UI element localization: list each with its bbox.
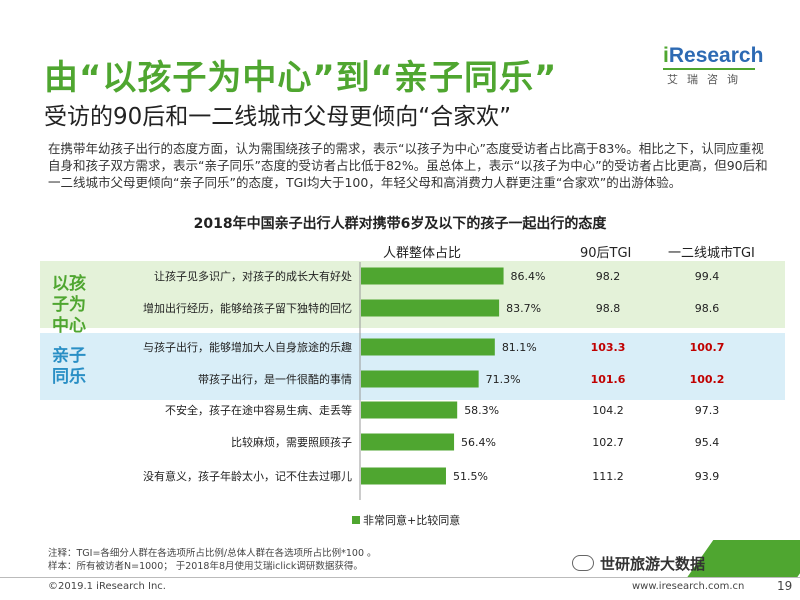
category-label: 没有意义，孩子年龄太小，记不住去过哪儿 — [143, 469, 352, 483]
bar — [361, 433, 455, 451]
bar-value-label: 56.4% — [461, 436, 496, 449]
footer-divider — [0, 577, 800, 578]
category-label: 比较麻烦，需要照顾孩子 — [231, 435, 352, 449]
logo-subtitle: 艾瑞咨询 — [667, 73, 747, 86]
iresearch-logo: iResearch 艾瑞咨询 — [663, 44, 764, 86]
column-header-overall: 人群整体占比 — [383, 246, 462, 261]
bar — [361, 467, 446, 485]
category-label: 让孩子见多识广，对孩子的成长大有好处 — [154, 269, 352, 283]
copyright: ©2019.1 iResearch Inc. — [48, 581, 166, 592]
bar — [361, 267, 504, 285]
chart-legend: 非常同意+比较同意 — [352, 512, 460, 528]
tgi-city-value: 93.9 — [695, 470, 720, 483]
bar-value-label: 83.7% — [506, 302, 541, 315]
tgi-90-value: 101.6 — [591, 373, 626, 386]
bar — [361, 338, 495, 356]
page-subtitle: 受访的90后和一二线城市父母更倾向“合家欢” — [44, 104, 512, 130]
page-title: 由“以孩子为中心”到“亲子同乐” — [44, 58, 558, 98]
tgi-90-value: 103.3 — [591, 341, 626, 354]
note-sample: 样本：所有被访者N=1000； 于2018年8月使用艾瑞iclick调研数据获得… — [48, 561, 363, 572]
legend-label: 非常同意+比较同意 — [363, 514, 461, 527]
category-label: 增加出行经历，能够给孩子留下独特的回忆 — [143, 301, 352, 315]
tgi-90-value: 98.2 — [596, 270, 621, 283]
bar-value-label: 81.1% — [502, 341, 537, 354]
bar-value-label: 71.3% — [486, 373, 521, 386]
chart-title: 2018年中国亲子出行人群对携带6岁及以下的孩子一起出行的态度 — [193, 216, 607, 232]
website-url: www.iresearch.com.cn — [632, 581, 745, 592]
notes: 注释：TGI=各细分人群在各选项所占比例/总体人群在各选项所占比例*100 。 … — [48, 547, 377, 573]
wechat-icon — [572, 555, 594, 571]
tgi-city-value: 100.7 — [690, 341, 725, 354]
bar — [361, 299, 500, 317]
tgi-90-value: 111.2 — [592, 470, 624, 483]
tgi-city-value: 98.6 — [695, 302, 720, 315]
category-label: 与孩子出行，能够增加大人自身旅途的乐趣 — [143, 340, 352, 354]
bar-value-label: 86.4% — [511, 270, 546, 283]
legend-swatch — [352, 516, 360, 524]
group-label-family-fun: 亲子同乐 — [52, 346, 86, 387]
page-number: 19 — [777, 579, 793, 593]
tgi-90-value: 102.7 — [592, 436, 624, 449]
bar-value-label: 51.5% — [453, 470, 488, 483]
column-header-tgi-city: 一二线城市TGI — [668, 246, 755, 261]
tgi-90-value: 98.8 — [596, 302, 621, 315]
note-tgi: 注释：TGI=各细分人群在各选项所占比例/总体人群在各选项所占比例*100 。 — [48, 548, 377, 559]
group-label-child-centered: 以孩子为中心 — [52, 274, 86, 336]
tgi-city-value: 95.4 — [695, 436, 720, 449]
category-label: 带孩子出行，是一件很酷的事情 — [198, 372, 352, 386]
watermark: 世研旅游大数据 — [572, 553, 705, 574]
description-text: 在携带年幼孩子出行的态度方面，认为需围绕孩子的需求，表示“以孩子为中心”态度受访… — [48, 141, 768, 190]
category-label: 不安全，孩子在途中容易生病、走丢等 — [165, 403, 352, 417]
bar — [361, 370, 479, 388]
tgi-city-value: 97.3 — [695, 404, 720, 417]
column-header-tgi-90: 90后TGI — [580, 246, 632, 261]
bar — [361, 401, 458, 419]
tgi-90-value: 104.2 — [592, 404, 624, 417]
tgi-city-value: 100.2 — [690, 373, 725, 386]
bar-value-label: 58.3% — [464, 404, 499, 417]
tgi-city-value: 99.4 — [695, 270, 720, 283]
